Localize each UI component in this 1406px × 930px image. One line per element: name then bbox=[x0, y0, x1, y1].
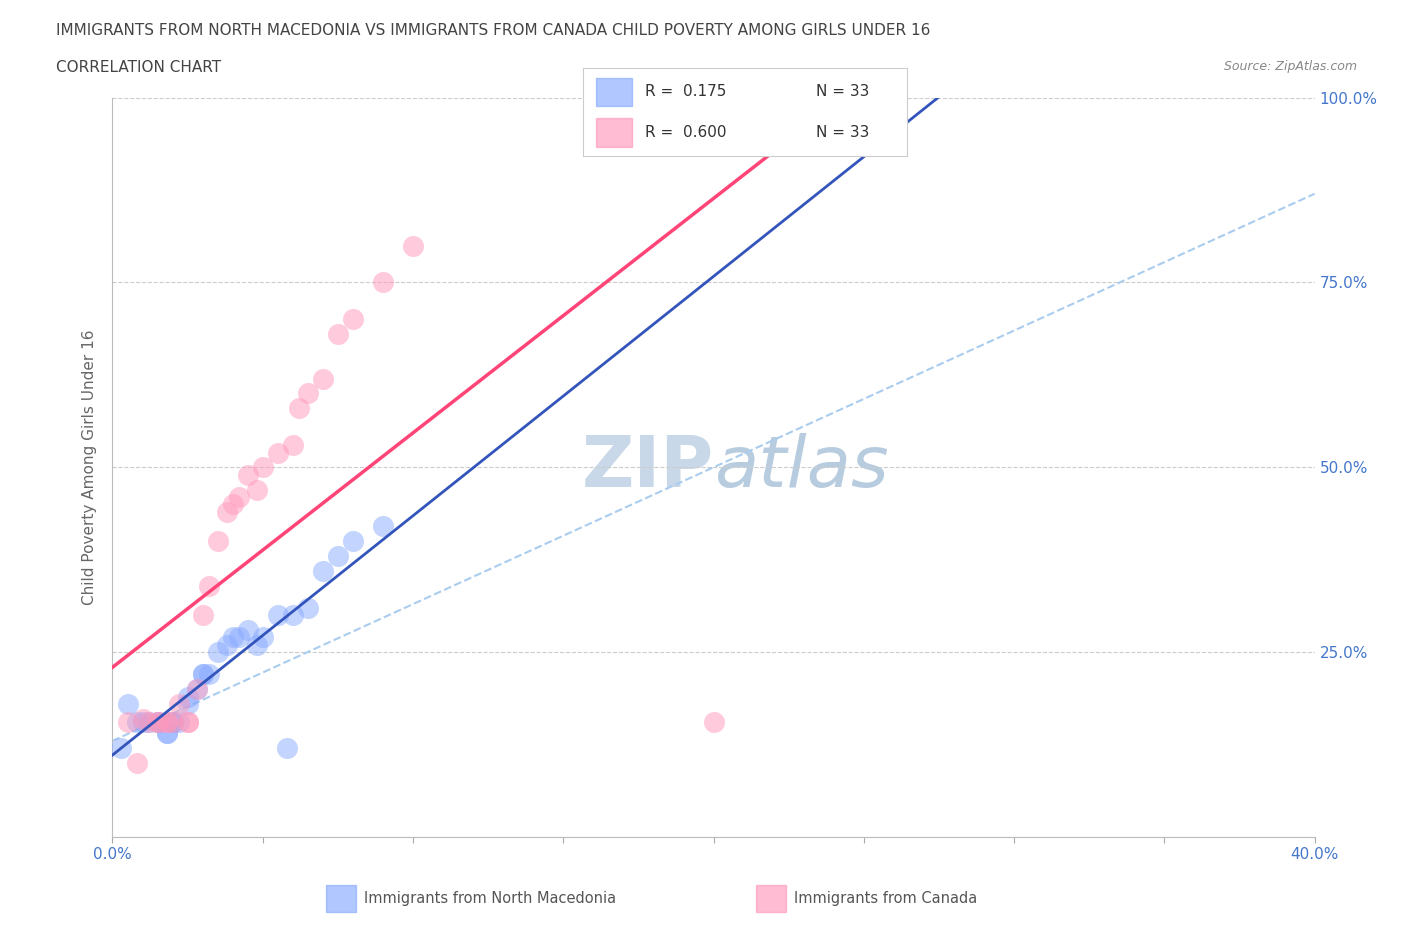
Point bbox=[215, 637, 238, 652]
Point bbox=[155, 715, 177, 730]
Point bbox=[197, 578, 219, 593]
Point bbox=[402, 238, 425, 253]
Point bbox=[162, 715, 184, 730]
Point bbox=[186, 682, 208, 697]
Point bbox=[162, 715, 184, 730]
Point bbox=[125, 755, 148, 770]
Text: R =  0.600: R = 0.600 bbox=[645, 125, 727, 140]
Point bbox=[110, 741, 132, 756]
Point bbox=[733, 105, 755, 120]
Point bbox=[131, 711, 153, 726]
Point bbox=[297, 601, 319, 616]
Point bbox=[252, 460, 274, 474]
Text: ZIP: ZIP bbox=[581, 432, 713, 502]
Point bbox=[197, 667, 219, 682]
Point bbox=[342, 534, 364, 549]
Bar bbox=[596, 77, 633, 106]
Point bbox=[267, 608, 290, 623]
Point bbox=[176, 715, 198, 730]
Point bbox=[146, 715, 169, 730]
Point bbox=[228, 630, 250, 644]
Bar bbox=[326, 885, 356, 911]
Point bbox=[125, 715, 148, 730]
Text: Immigrants from North Macedonia: Immigrants from North Macedonia bbox=[364, 891, 616, 906]
Point bbox=[326, 326, 349, 341]
Text: N = 33: N = 33 bbox=[817, 125, 870, 140]
Point bbox=[326, 549, 349, 564]
Text: N = 33: N = 33 bbox=[817, 85, 870, 100]
Point bbox=[222, 630, 245, 644]
Text: Immigrants from Canada: Immigrants from Canada bbox=[794, 891, 977, 906]
Point bbox=[146, 715, 169, 730]
Point bbox=[276, 741, 298, 756]
Point bbox=[236, 622, 259, 637]
Point bbox=[281, 438, 304, 453]
Point bbox=[371, 519, 394, 534]
Point bbox=[342, 312, 364, 327]
Point bbox=[146, 715, 169, 730]
Point bbox=[117, 697, 139, 711]
Text: R =  0.175: R = 0.175 bbox=[645, 85, 727, 100]
Point bbox=[267, 445, 290, 460]
Point bbox=[236, 467, 259, 482]
Point bbox=[155, 715, 177, 730]
Point bbox=[281, 608, 304, 623]
Point bbox=[167, 715, 190, 730]
Point bbox=[297, 386, 319, 401]
Point bbox=[138, 715, 160, 730]
Point bbox=[155, 726, 177, 741]
Point bbox=[176, 689, 198, 704]
Point bbox=[186, 682, 208, 697]
Point bbox=[371, 275, 394, 290]
Bar bbox=[596, 118, 633, 147]
Point bbox=[702, 715, 725, 730]
Point bbox=[228, 489, 250, 504]
Bar bbox=[756, 885, 786, 911]
Y-axis label: Child Poverty Among Girls Under 16: Child Poverty Among Girls Under 16 bbox=[82, 329, 97, 605]
Point bbox=[117, 715, 139, 730]
Point bbox=[207, 644, 229, 659]
Point bbox=[312, 371, 335, 386]
Point bbox=[312, 564, 335, 578]
Point bbox=[167, 697, 190, 711]
Point bbox=[288, 401, 311, 416]
Point bbox=[162, 715, 184, 730]
Point bbox=[146, 715, 169, 730]
Point bbox=[191, 667, 214, 682]
Point bbox=[252, 630, 274, 644]
Point bbox=[191, 608, 214, 623]
Point bbox=[222, 497, 245, 512]
Text: Source: ZipAtlas.com: Source: ZipAtlas.com bbox=[1223, 60, 1357, 73]
Point bbox=[155, 726, 177, 741]
Point bbox=[191, 667, 214, 682]
Text: atlas: atlas bbox=[713, 432, 889, 502]
Point bbox=[176, 715, 198, 730]
Point bbox=[246, 637, 269, 652]
Point bbox=[131, 715, 153, 730]
Point bbox=[215, 504, 238, 519]
Text: CORRELATION CHART: CORRELATION CHART bbox=[56, 60, 221, 75]
Point bbox=[246, 482, 269, 497]
Text: IMMIGRANTS FROM NORTH MACEDONIA VS IMMIGRANTS FROM CANADA CHILD POVERTY AMONG GI: IMMIGRANTS FROM NORTH MACEDONIA VS IMMIG… bbox=[56, 23, 931, 38]
Point bbox=[176, 697, 198, 711]
Point bbox=[138, 715, 160, 730]
Point bbox=[207, 534, 229, 549]
